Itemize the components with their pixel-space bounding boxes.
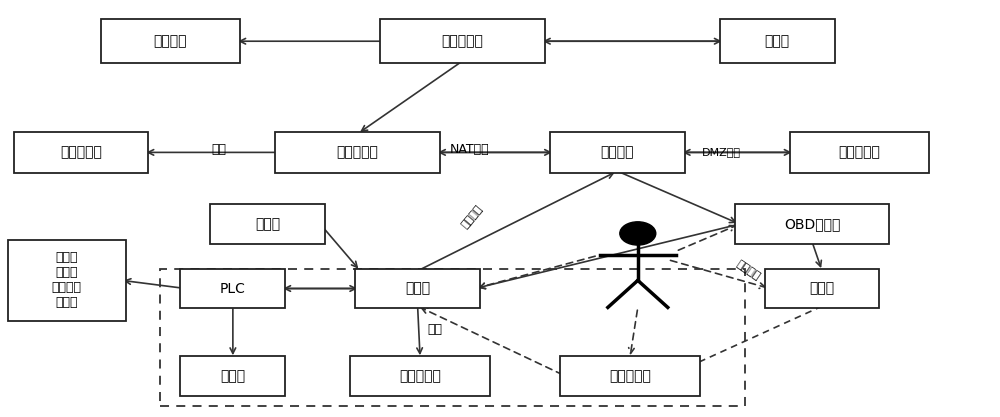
Text: 监控主机: 监控主机 [154, 34, 187, 48]
Text: 数据服务器: 数据服务器 [839, 146, 880, 159]
FancyBboxPatch shape [560, 356, 700, 396]
FancyBboxPatch shape [101, 20, 240, 63]
Ellipse shape [620, 222, 656, 245]
FancyBboxPatch shape [275, 132, 440, 173]
Text: DMZ映射: DMZ映射 [702, 147, 741, 157]
FancyBboxPatch shape [8, 240, 126, 321]
FancyBboxPatch shape [550, 132, 685, 173]
Text: PLC: PLC [220, 281, 246, 296]
Text: 车序: 车序 [211, 143, 226, 156]
Text: 底盘测功机: 底盘测功机 [399, 369, 441, 383]
FancyBboxPatch shape [790, 132, 929, 173]
FancyBboxPatch shape [180, 356, 285, 396]
Text: 监控交换机: 监控交换机 [442, 34, 483, 48]
Text: 人机交互: 人机交互 [735, 258, 762, 281]
Text: OBD诊断仪: OBD诊断仪 [784, 217, 840, 231]
Text: 综合服务器: 综合服务器 [60, 146, 102, 159]
FancyBboxPatch shape [14, 132, 148, 173]
Text: 工控机: 工控机 [405, 281, 430, 296]
FancyBboxPatch shape [180, 269, 285, 308]
Text: 设备路由: 设备路由 [601, 146, 634, 159]
Text: 扫码枪: 扫码枪 [809, 281, 835, 296]
FancyBboxPatch shape [735, 204, 889, 244]
Text: 气体分析仪: 气体分析仪 [609, 369, 651, 383]
Text: 摄像头: 摄像头 [765, 34, 790, 48]
FancyBboxPatch shape [350, 356, 490, 396]
Text: 综合交换机: 综合交换机 [337, 146, 379, 159]
FancyBboxPatch shape [355, 269, 480, 308]
Text: NAT穿透: NAT穿透 [450, 143, 490, 156]
Text: 气象站: 气象站 [255, 217, 280, 231]
FancyBboxPatch shape [720, 20, 835, 63]
FancyBboxPatch shape [380, 20, 545, 63]
Text: 照明、
风机、
快速门、
光电等: 照明、 风机、 快速门、 光电等 [52, 251, 82, 309]
Text: 操作台: 操作台 [220, 369, 245, 383]
Text: 板卡: 板卡 [428, 322, 443, 336]
FancyBboxPatch shape [765, 269, 879, 308]
Text: 数据上传: 数据上传 [460, 203, 485, 230]
FancyBboxPatch shape [210, 204, 325, 244]
